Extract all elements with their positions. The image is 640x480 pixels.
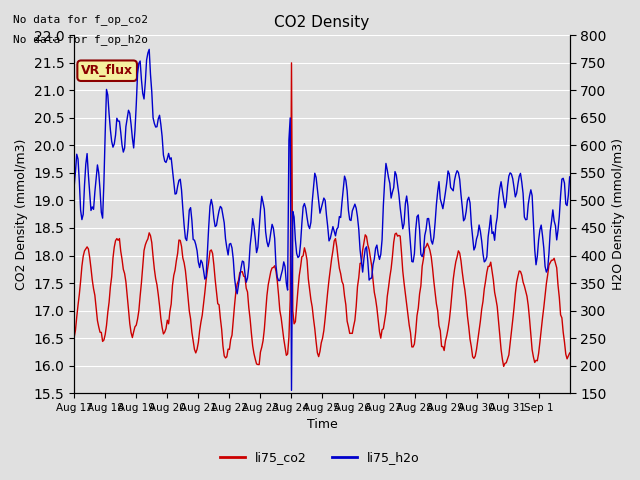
- Title: CO2 Density: CO2 Density: [275, 15, 369, 30]
- Text: No data for f_op_co2: No data for f_op_co2: [13, 14, 148, 25]
- Legend: li75_co2, li75_h2o: li75_co2, li75_h2o: [215, 446, 425, 469]
- Text: No data for f_op_h2o: No data for f_op_h2o: [13, 34, 148, 45]
- Text: VR_flux: VR_flux: [81, 64, 133, 77]
- Y-axis label: CO2 Density (mmol/m3): CO2 Density (mmol/m3): [15, 139, 28, 290]
- X-axis label: Time: Time: [307, 419, 337, 432]
- Y-axis label: H2O Density (mmol/m3): H2O Density (mmol/m3): [612, 138, 625, 290]
